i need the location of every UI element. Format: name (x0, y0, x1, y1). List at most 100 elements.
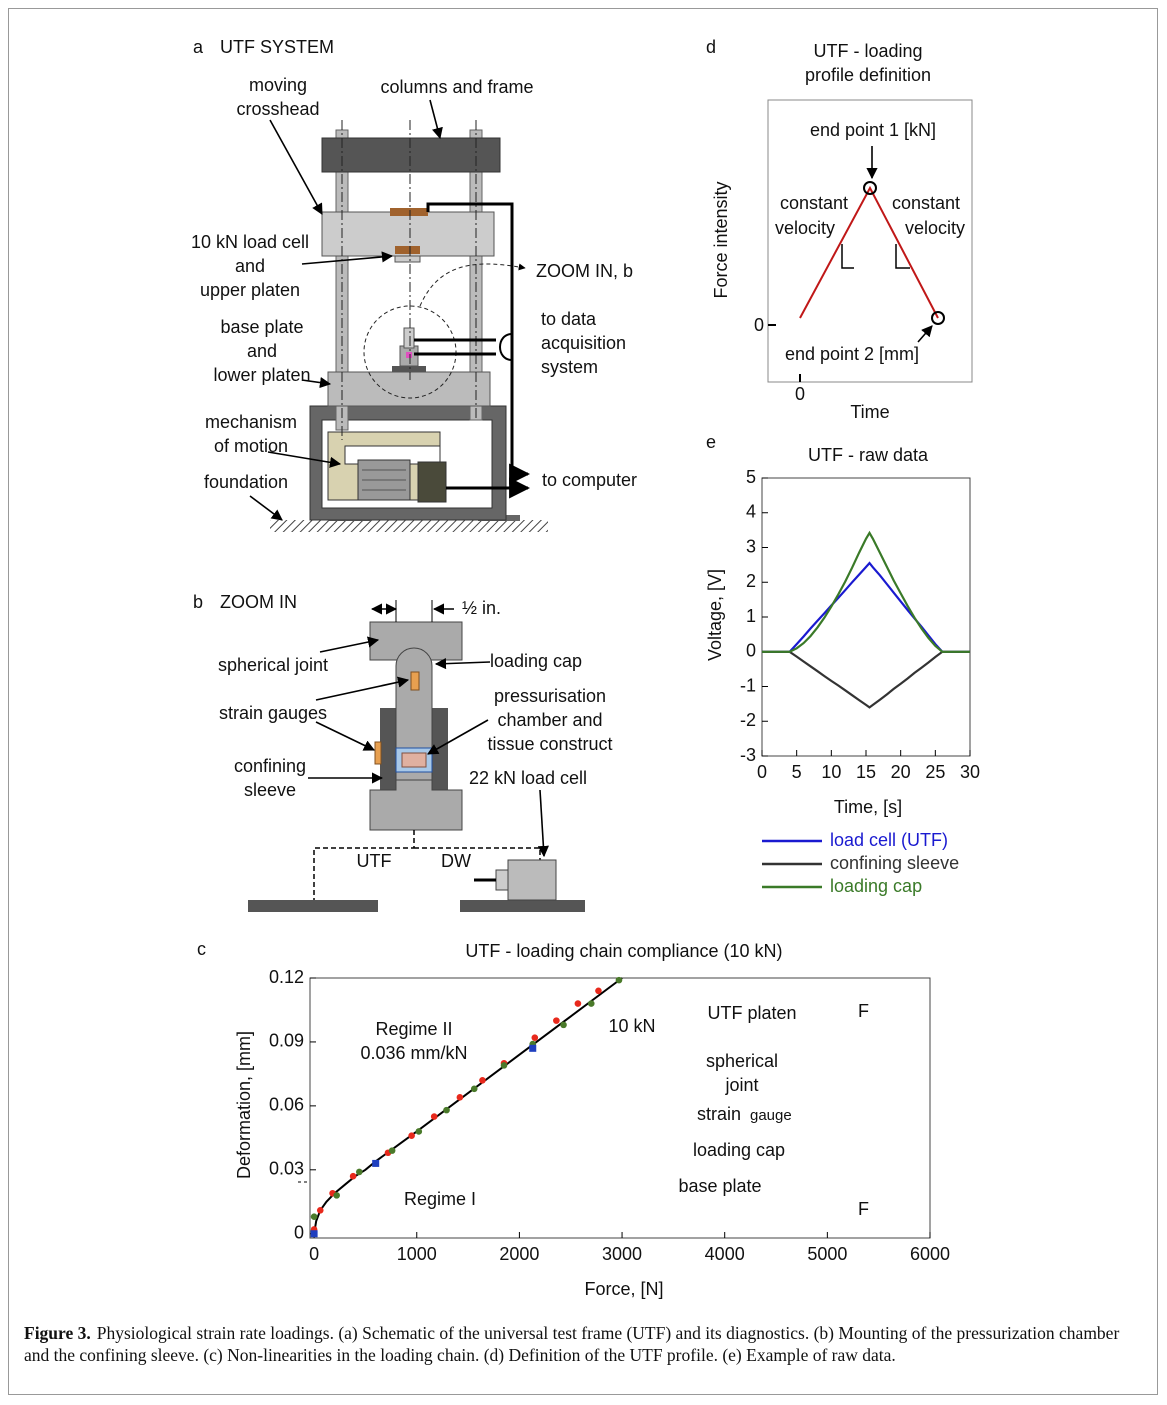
inset-label: UTF platen (707, 1003, 796, 1023)
annotation: columns and frame (380, 77, 533, 97)
x-tick-label: 2000 (499, 1244, 539, 1264)
x-tick-label: 4000 (705, 1244, 745, 1264)
plot-frame (762, 478, 970, 756)
annotation: strain gauges (219, 703, 327, 723)
data-point (560, 1022, 567, 1029)
data-point (431, 1113, 438, 1120)
data-point (595, 987, 602, 994)
data-point (532, 1034, 539, 1041)
profile-diagram (768, 100, 972, 382)
caption: Figure 3.Physiological strain rate loadi… (24, 1322, 1144, 1366)
panel-label: e (706, 432, 716, 452)
data-point (443, 1107, 450, 1114)
axis-label: 0 (754, 315, 764, 335)
annotation: and (247, 341, 277, 361)
annotation: tissue construct (487, 734, 612, 754)
data-point (311, 1230, 318, 1237)
annotation: ZOOM IN, b (536, 261, 633, 281)
x-tick-label: 25 (925, 762, 945, 782)
annotation: spherical joint (218, 655, 328, 675)
annotation: crosshead (236, 99, 319, 119)
y-axis-label: Voltage, [V] (705, 569, 725, 661)
y-tick-label: -3 (740, 745, 756, 765)
inset-label: spherical (706, 1051, 778, 1071)
y-tick-label: 4 (746, 502, 756, 522)
annotation: constant (780, 193, 848, 213)
annotation: constant (892, 193, 960, 213)
inset-label: F (858, 1199, 869, 1219)
chart-title: UTF - loading chain compliance (10 kN) (465, 941, 782, 961)
y-tick-label: 3 (746, 536, 756, 556)
annotation: pressurisation (494, 686, 606, 706)
x-tick-label: 5000 (807, 1244, 847, 1264)
data-point (501, 1062, 508, 1069)
data-point (457, 1094, 464, 1101)
y-tick-label: 2 (746, 571, 756, 591)
y-tick-label: 0.09 (269, 1031, 304, 1051)
annotation: and (235, 256, 265, 276)
caption-text: Physiological strain rate loadings. (a) … (24, 1323, 1119, 1365)
caption-label: Figure 3. (24, 1323, 91, 1343)
axis-label: Time (850, 402, 889, 422)
annotation: Regime II (375, 1019, 452, 1039)
x-tick-label: 15 (856, 762, 876, 782)
annotation: acquisition (541, 333, 626, 353)
annotation: end point 1 [kN] (810, 120, 936, 140)
y-tick-label: -1 (740, 675, 756, 695)
annotation: mechanism (205, 412, 297, 432)
annotation: sleeve (244, 780, 296, 800)
page: {"panel_a":{"label":"a","title":"UTF SYS… (0, 0, 1167, 1405)
x-tick-label: 20 (891, 762, 911, 782)
x-tick-label: 3000 (602, 1244, 642, 1264)
data-point (588, 1000, 595, 1007)
x-axis-label: Time, [s] (834, 797, 902, 817)
annotation: base plate (220, 317, 303, 337)
data-point (479, 1077, 486, 1084)
data-point (350, 1173, 357, 1180)
panel-label: d (706, 37, 716, 57)
annotation: loading cap (490, 651, 582, 671)
y-tick-label: 0 (746, 641, 756, 661)
annotation: confining (234, 756, 306, 776)
x-tick-label: 30 (960, 762, 980, 782)
inset-label: strain (697, 1104, 741, 1124)
annotation: velocity (775, 218, 835, 238)
charts: cUTF - loading chain compliance (10 kN)F… (197, 432, 980, 1299)
annotation: to data (541, 309, 597, 329)
data-point (575, 1000, 582, 1007)
data-point (553, 1017, 560, 1024)
axis-label: 0 (795, 384, 805, 404)
panel-label: b (193, 592, 203, 612)
annotation: Regime I (404, 1189, 476, 1209)
data-point (408, 1132, 415, 1139)
figure: a UTF SYSTEM moving crosshead columns an… (0, 0, 1167, 1310)
data-point (333, 1192, 340, 1199)
diagram-title: profile definition (805, 65, 931, 85)
legend-label: confining sleeve (830, 853, 959, 873)
x-tick-label: 10 (821, 762, 841, 782)
annotation: lower platen (213, 365, 310, 385)
annotation: of motion (214, 436, 288, 456)
legend-label: load cell (UTF) (830, 830, 948, 850)
inset-label: joint (724, 1075, 758, 1095)
annotation: UTF (357, 851, 392, 871)
annotation: velocity (905, 218, 965, 238)
inset-label: gauge (750, 1107, 792, 1124)
data-point (356, 1169, 363, 1176)
data-point (317, 1207, 324, 1214)
x-tick-label: 5 (792, 762, 802, 782)
y-tick-label: -2 (740, 710, 756, 730)
annotation: system (541, 357, 598, 377)
annotation: ½ in. (462, 598, 501, 618)
legend-label: loading cap (830, 876, 922, 896)
x-tick-label: 6000 (910, 1244, 950, 1264)
annotation: DW (441, 851, 471, 871)
data-point (529, 1045, 536, 1052)
data-point (616, 977, 623, 984)
annotation: 22 kN load cell (469, 768, 587, 788)
inset-label: F (858, 1001, 869, 1021)
annotation: 10 kN load cell (191, 232, 309, 252)
annotation: 0.036 mm/kN (360, 1043, 467, 1063)
annotation: end point 2 [mm] (785, 344, 919, 364)
data-point (471, 1086, 478, 1093)
